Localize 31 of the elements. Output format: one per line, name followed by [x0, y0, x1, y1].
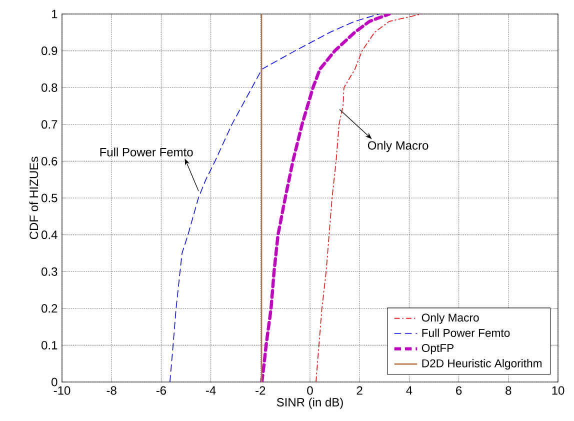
y-tick-label: 0.1 — [42, 340, 58, 350]
y-tick-label: 0.6 — [42, 156, 58, 166]
legend-label: Full Power Femto — [422, 328, 510, 337]
annotation: Only Macro — [368, 140, 428, 152]
y-tick-label: 0.3 — [42, 267, 58, 276]
x-tick-label: -8 — [106, 386, 116, 395]
x-tick-label: 4 — [406, 386, 412, 395]
y-tick-label: 0.9 — [42, 46, 58, 56]
y-tick-label: 0.5 — [42, 194, 58, 202]
legend-label: D2D Heuristic Algorithm — [422, 359, 542, 370]
y-axis-title: CDF of HIZUEs — [29, 156, 38, 240]
legend-label: Only Macro — [422, 313, 479, 324]
x-tick-label: 6 — [456, 386, 462, 395]
x-tick-label: 0 — [307, 386, 313, 395]
line-series — [260, 14, 391, 382]
x-tick-label: -6 — [156, 386, 166, 395]
x-tick-label: -4 — [206, 386, 216, 395]
x-tick-label: -10 — [54, 386, 70, 395]
annotation: Full Power Femto — [100, 148, 193, 156]
x-tick-label: 8 — [506, 386, 512, 395]
x-axis-title: SINR (in dB) — [276, 398, 343, 409]
x-tick-label: 10 — [552, 386, 564, 395]
y-tick-label: 0.8 — [42, 83, 58, 92]
x-tick-label: 2 — [356, 386, 362, 395]
y-tick-label: 0 — [52, 378, 58, 386]
y-tick-label: 0.4 — [42, 230, 58, 240]
y-tick-label: 1 — [52, 10, 58, 18]
y-tick-label: 0.7 — [42, 120, 58, 129]
x-tick-label: -2 — [256, 386, 266, 395]
y-tick-label: 0.2 — [42, 304, 58, 313]
legend-label: OptFP — [422, 344, 454, 354]
